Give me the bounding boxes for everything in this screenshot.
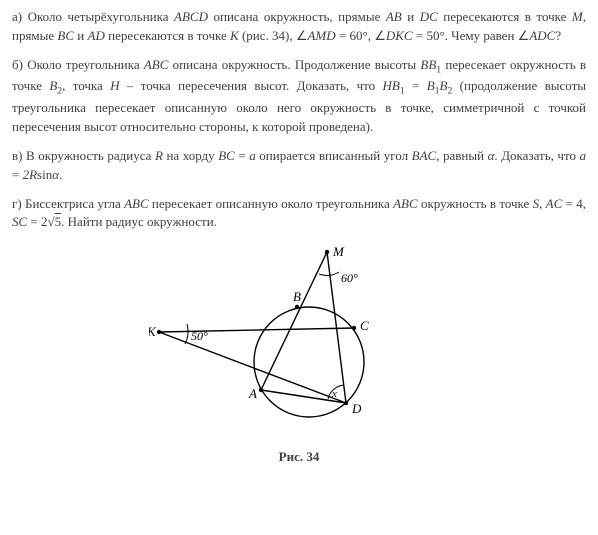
- math: BC: [218, 148, 235, 163]
- problem-b: б) Около треугольника ABC описана окружн…: [12, 56, 586, 137]
- math: H: [110, 78, 119, 93]
- angle-adc: ADC: [518, 28, 556, 43]
- svg-text:60°: 60°: [341, 271, 358, 285]
- text: и: [74, 28, 87, 43]
- eq: =: [413, 28, 427, 43]
- math: BB1: [420, 57, 441, 72]
- text: Около треугольника: [27, 57, 144, 72]
- svg-text:A: A: [248, 386, 257, 401]
- math: SC: [12, 214, 27, 229]
- eq: =: [562, 196, 576, 211]
- label: б): [12, 57, 23, 72]
- math: AD: [88, 28, 105, 43]
- problem-d: г) Биссектриса угла ABC пересекает описа…: [12, 195, 586, 233]
- var: BB: [420, 57, 436, 72]
- label: в): [12, 148, 22, 163]
- label: а): [12, 9, 22, 24]
- text: описана окружность. Продолжение высоты: [168, 57, 420, 72]
- eq: =: [235, 148, 249, 163]
- problem-a: а) Около четырёхугольника ABCD описана о…: [12, 8, 586, 46]
- label: г): [12, 196, 22, 211]
- text: .: [59, 167, 62, 182]
- text: описана окружность, прямые: [208, 9, 386, 24]
- text: и: [402, 9, 420, 24]
- text: . Найти радиус окружности.: [61, 214, 217, 229]
- math: ABC: [124, 196, 149, 211]
- svg-text:M: M: [332, 244, 345, 259]
- text: пересекаются в точке: [438, 9, 572, 24]
- svg-text:50°: 50°: [191, 329, 208, 343]
- figure-34: 60° 50° x M K A B C D Рис. 34: [12, 242, 586, 467]
- text: , точка: [62, 78, 110, 93]
- math: M: [572, 9, 583, 24]
- text: ,: [583, 196, 586, 211]
- svg-text:K: K: [149, 324, 157, 339]
- math: AC: [546, 196, 563, 211]
- text: пересекаются в точке: [105, 28, 230, 43]
- math: B1B2: [427, 78, 453, 93]
- math: R: [155, 148, 163, 163]
- math: K: [230, 28, 239, 43]
- text: опирается вписанный угол: [256, 148, 412, 163]
- math: ABC: [393, 196, 418, 211]
- eq: =: [405, 78, 427, 93]
- math: B2: [49, 78, 62, 93]
- text: , равный: [436, 148, 487, 163]
- text: (рис. 34),: [239, 28, 296, 43]
- text: – точка пересечения высот. Доказать, что: [120, 78, 383, 93]
- value: 50: [426, 28, 444, 43]
- text: В окружность радиуса: [26, 148, 155, 163]
- text: пересекает описанную около треугольника: [149, 196, 393, 211]
- text: . Доказать, что: [494, 148, 579, 163]
- text: sin: [37, 167, 52, 182]
- svg-text:C: C: [360, 318, 369, 333]
- math: ABC: [144, 57, 169, 72]
- svg-text:D: D: [351, 401, 362, 416]
- math: 2R: [23, 167, 37, 182]
- angle-amd: AMD: [296, 28, 336, 43]
- value: 60: [350, 28, 368, 43]
- eq: =: [336, 28, 350, 43]
- var: HB: [382, 78, 399, 93]
- math: BAC: [412, 148, 437, 163]
- var: B: [427, 78, 435, 93]
- svg-text:x: x: [331, 388, 337, 400]
- math: DC: [420, 9, 438, 24]
- text: ?: [555, 28, 561, 43]
- math: HB1: [382, 78, 404, 93]
- math: AB: [386, 9, 402, 24]
- text: Около четырёхугольника: [28, 9, 174, 24]
- math: ABCD: [174, 9, 208, 24]
- problem-c: в) В окружность радиуса R на хорду BC = …: [12, 147, 586, 185]
- angle-dkc: DKC: [374, 28, 412, 43]
- diagram-svg: 60° 50° x M K A B C D: [149, 242, 449, 442]
- text: окружность в точке: [418, 196, 533, 211]
- eq: =: [12, 167, 23, 182]
- figure-caption: Рис. 34: [12, 448, 586, 467]
- text: на хорду: [163, 148, 218, 163]
- math: a: [580, 148, 587, 163]
- eq: =: [27, 214, 41, 229]
- text: Биссектриса угла: [25, 196, 124, 211]
- svg-text:B: B: [293, 289, 301, 304]
- text: . Чему равен: [445, 28, 518, 43]
- math: BC: [57, 28, 74, 43]
